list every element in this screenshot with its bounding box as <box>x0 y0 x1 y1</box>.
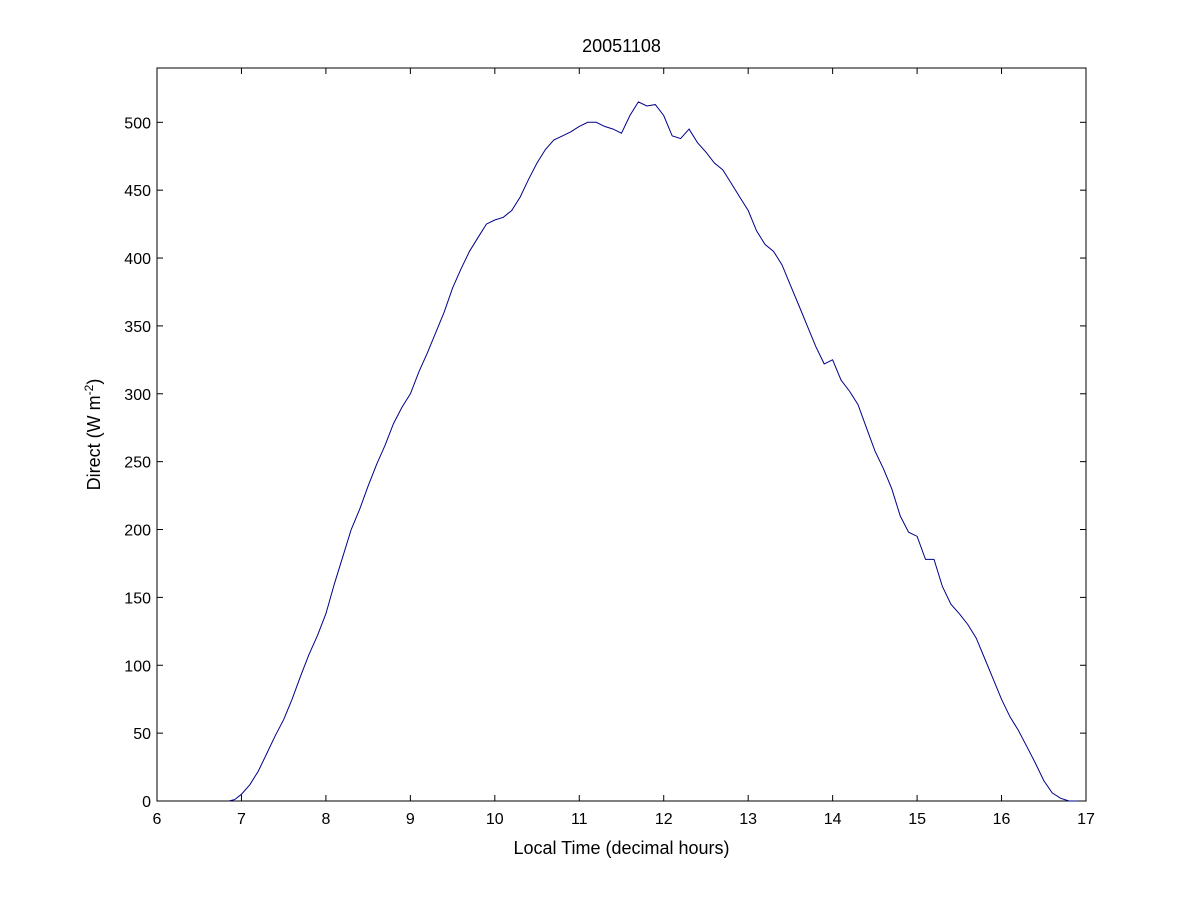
y-axis-title-close: ) <box>84 379 104 385</box>
y-tick-label: 500 <box>124 115 151 132</box>
x-tick-label: 16 <box>993 811 1011 828</box>
x-tick-label: 11 <box>571 811 588 828</box>
x-tick-label: 13 <box>739 811 757 828</box>
y-tick-label: 450 <box>124 183 151 200</box>
series-line <box>228 101 1078 802</box>
y-tick-label: 350 <box>124 319 151 336</box>
y-tick-label: 300 <box>124 387 151 404</box>
y-tick-label: 0 <box>142 794 151 811</box>
x-tick-label: 15 <box>908 811 926 828</box>
y-tick-label: 200 <box>124 523 151 540</box>
axis-tick-labels: 6 7 8 9 10 11 12 13 14 15 16 17 0 50 100 150 200 250 300 35… <box>124 115 1095 828</box>
y-tick-label: 50 <box>133 726 151 743</box>
axis-ticks <box>156 68 1087 802</box>
y-tick-label: 400 <box>124 251 151 268</box>
x-tick-label: 12 <box>655 811 673 828</box>
x-tick-label: 9 <box>406 811 415 828</box>
x-tick-label: 17 <box>1077 811 1095 828</box>
x-tick-label: 10 <box>486 811 504 828</box>
x-tick-label: 8 <box>321 811 330 828</box>
y-tick-label: 150 <box>124 590 151 607</box>
x-tick-label: 14 <box>824 811 842 828</box>
chart-title: 20051108 <box>582 36 661 56</box>
x-tick-label: 7 <box>237 811 246 828</box>
y-tick-label: 250 <box>124 455 151 472</box>
x-tick-label: 6 <box>153 811 162 828</box>
y-axis-title-superscript: -2 <box>82 384 96 395</box>
plot-area <box>156 67 1087 802</box>
y-axis-title-main: Direct (W m <box>84 395 104 490</box>
x-axis-title: Local Time (decimal hours) <box>513 838 729 858</box>
y-tick-label: 100 <box>124 658 151 675</box>
y-axis-title: Direct (W m-2) <box>82 379 104 491</box>
